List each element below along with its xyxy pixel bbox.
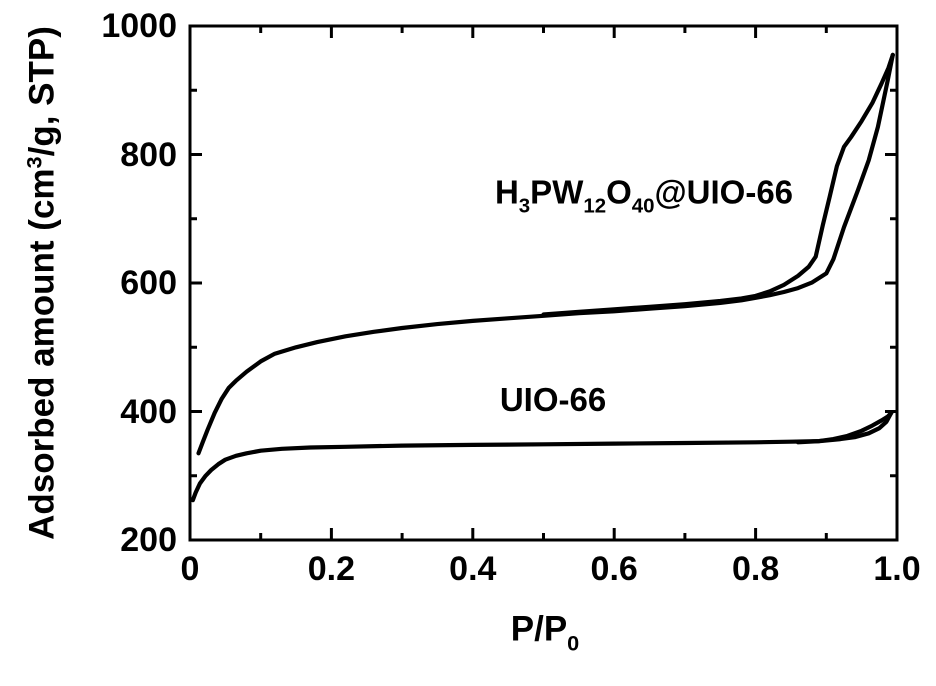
x-tick-label: 0.2 <box>307 550 356 588</box>
label-text: H <box>494 173 519 211</box>
series-label-h3pw12o40-at-uio66: H3PW12O40@UIO-66 <box>495 173 793 218</box>
x-axis-title: P/P0 <box>511 610 579 657</box>
subscript-text: 40 <box>631 194 655 218</box>
curve-h3pw12o40-uio-66-desorption <box>541 52 895 317</box>
label-text: O <box>606 173 632 211</box>
x-tick-label: 0 <box>180 550 200 588</box>
x-tick-label: 0.4 <box>449 550 497 588</box>
label-text: PW <box>530 173 584 211</box>
label-text: Adsorbed amount (cm <box>22 168 62 540</box>
plot-frame <box>188 24 899 542</box>
label-text: UIO-66 <box>499 381 607 418</box>
y-tick-label: 400 <box>120 392 177 431</box>
subscript-text: 0 <box>567 630 580 656</box>
axis-ticks <box>188 24 899 542</box>
subscript-text: 12 <box>583 194 607 218</box>
curve-uio-66-desorption <box>795 410 894 445</box>
subscript-text: 3 <box>518 194 531 218</box>
x-tick-label: 1.0 <box>873 550 921 588</box>
isotherm-curves <box>190 52 895 503</box>
y-tick-label: 1000 <box>101 7 177 45</box>
curve-uio-66-adsorption <box>190 410 894 503</box>
y-tick-label: 600 <box>120 264 177 302</box>
label-text: @UIO-66 <box>654 173 794 211</box>
x-tick-label: 0.8 <box>731 550 780 588</box>
x-tick-label: 0.6 <box>590 550 638 588</box>
label-text: P/P <box>510 609 568 649</box>
y-tick-label: 800 <box>120 135 177 174</box>
series-label-uio66: UIO-66 <box>500 381 606 419</box>
y-tick-label: 200 <box>120 521 177 559</box>
